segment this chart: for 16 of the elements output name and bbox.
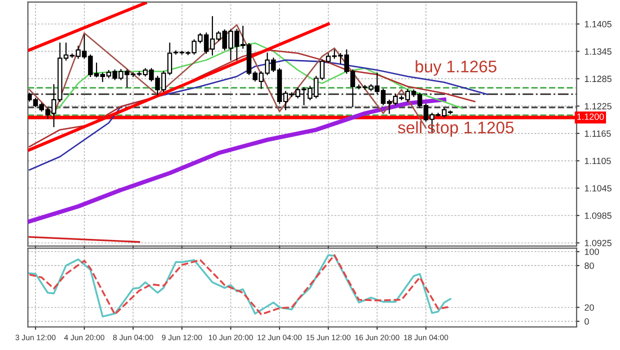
y-tick-label: 1.1405 <box>584 20 612 28</box>
y-tick-label: 1.1285 <box>584 76 612 82</box>
y-tick-label: 1.1345 <box>584 48 612 55</box>
y-tick-label: 20 <box>584 304 594 311</box>
y-tick-label: 1.0925 <box>584 240 612 246</box>
y-tick-label: 1.1165 <box>584 130 611 137</box>
annotation: sell stop 1.1205 <box>398 121 514 137</box>
y-tick-label: 100 <box>584 248 599 255</box>
y-tick-label: 1.0985 <box>584 212 612 219</box>
y-tick-label: 80 <box>584 262 594 269</box>
annotation: buy 1.1265 <box>416 60 496 76</box>
y-tick-label: 1.1045 <box>584 185 612 192</box>
ref-line-label: 1.1200 <box>577 113 604 120</box>
y-tick-label: 0 <box>584 318 589 325</box>
y-tick-label: 1.1225 <box>584 103 612 110</box>
y-tick-label: 1.1105 <box>584 158 611 164</box>
